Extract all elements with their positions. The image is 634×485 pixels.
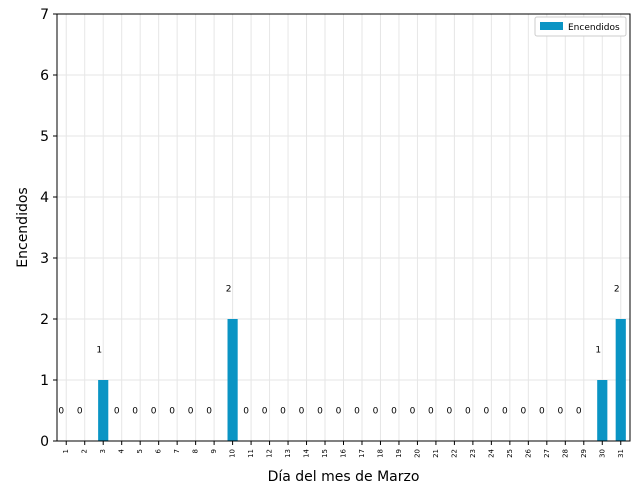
data-label: 0 <box>58 407 64 417</box>
legend-swatch <box>540 22 563 30</box>
x-tick-label: 6 <box>155 448 163 453</box>
x-tick-label: 16 <box>340 448 348 457</box>
x-tick-label: 14 <box>303 448 311 457</box>
x-tick-label: 13 <box>284 449 292 458</box>
bar <box>227 319 238 441</box>
bars <box>98 319 626 441</box>
x-tick-label: 29 <box>580 449 588 458</box>
data-label: 0 <box>299 407 305 417</box>
x-tick-label: 30 <box>598 449 606 458</box>
data-label: 0 <box>262 407 268 417</box>
y-tick-label: 6 <box>40 68 49 84</box>
data-labels: 0 0 1 0 0 0 0 0 0 2 0 0 0 0 0 0 0 0 0 0 0 0 0 0 0 0 0 0 0 1 2 <box>58 285 619 417</box>
data-label: 0 <box>336 407 342 417</box>
grid <box>57 13 630 442</box>
data-label: 0 <box>114 407 120 417</box>
x-tick-label: 2 <box>81 449 89 453</box>
data-label: 0 <box>557 407 563 417</box>
y-tick-label: 1 <box>40 373 49 389</box>
legend: Encendidos <box>534 16 627 37</box>
legend-box <box>534 16 627 37</box>
x-tick-label: 12 <box>266 449 274 458</box>
data-label: 0 <box>243 407 249 417</box>
data-label: 0 <box>484 407 490 417</box>
data-label: 1 <box>96 346 102 356</box>
x-axis-title: Día del mes de Marzo <box>268 469 420 485</box>
x-tick-label: 9 <box>210 449 218 453</box>
data-label: 0 <box>410 407 416 417</box>
y-axis-ticks: 0 1 2 3 4 5 6 7 <box>40 7 57 450</box>
data-label: 0 <box>373 407 379 417</box>
data-label: 0 <box>391 407 397 417</box>
x-tick-label: 28 <box>561 449 569 458</box>
x-tick-label: 3 <box>99 449 107 453</box>
data-label: 0 <box>520 407 526 417</box>
x-tick-label: 4 <box>118 448 126 453</box>
data-label: 0 <box>447 407 453 417</box>
y-tick-label: 0 <box>40 434 49 450</box>
bar <box>98 380 109 441</box>
x-tick-label: 31 <box>617 449 625 458</box>
x-tick-label: 10 <box>229 449 237 458</box>
bar <box>615 319 626 441</box>
data-label: 1 <box>595 346 601 356</box>
bar <box>597 380 608 441</box>
data-label: 2 <box>614 285 620 295</box>
x-tick-label: 23 <box>469 449 477 458</box>
x-axis-ticks: 1 2 3 4 5 6 7 8 9 10 11 12 13 14 15 16 17 18 19 20 21 22 23 24 2… <box>62 441 625 458</box>
data-label: 0 <box>354 407 360 417</box>
legend-label: Encendidos <box>568 23 620 33</box>
data-label: 0 <box>77 407 83 417</box>
data-label: 0 <box>576 407 582 417</box>
x-tick-label: 1 <box>62 449 70 453</box>
y-tick-label: 5 <box>40 129 49 145</box>
data-label: 0 <box>169 407 175 417</box>
data-label: 2 <box>226 285 232 295</box>
x-tick-label: 18 <box>376 449 384 458</box>
x-tick-label: 20 <box>413 449 421 458</box>
x-tick-label: 8 <box>192 449 200 453</box>
data-label: 0 <box>428 407 434 417</box>
x-tick-label: 21 <box>432 449 440 458</box>
x-tick-label: 15 <box>321 449 329 458</box>
y-tick-label: 2 <box>40 312 49 328</box>
x-tick-label: 19 <box>395 449 403 458</box>
data-label: 0 <box>206 407 212 417</box>
data-label: 0 <box>317 407 323 417</box>
x-tick-label: 27 <box>543 449 551 458</box>
x-tick-label: 7 <box>173 449 181 453</box>
y-tick-label: 4 <box>40 190 49 206</box>
x-tick-label: 26 <box>524 448 532 457</box>
x-tick-label: 25 <box>506 449 514 458</box>
data-label: 0 <box>502 407 508 417</box>
y-axis-title: Encendidos <box>15 187 31 267</box>
x-tick-label: 24 <box>487 448 495 457</box>
x-tick-label: 22 <box>450 449 458 458</box>
data-label: 0 <box>280 407 286 417</box>
x-tick-label: 5 <box>136 449 144 453</box>
data-label: 0 <box>188 407 194 417</box>
y-tick-label: 3 <box>40 251 49 267</box>
data-label: 0 <box>465 407 471 417</box>
data-label: 0 <box>539 407 545 417</box>
x-tick-label: 11 <box>247 449 255 458</box>
x-tick-label: 17 <box>358 449 366 458</box>
data-label: 0 <box>132 407 138 417</box>
data-label: 0 <box>151 407 157 417</box>
y-tick-label: 7 <box>40 7 49 23</box>
